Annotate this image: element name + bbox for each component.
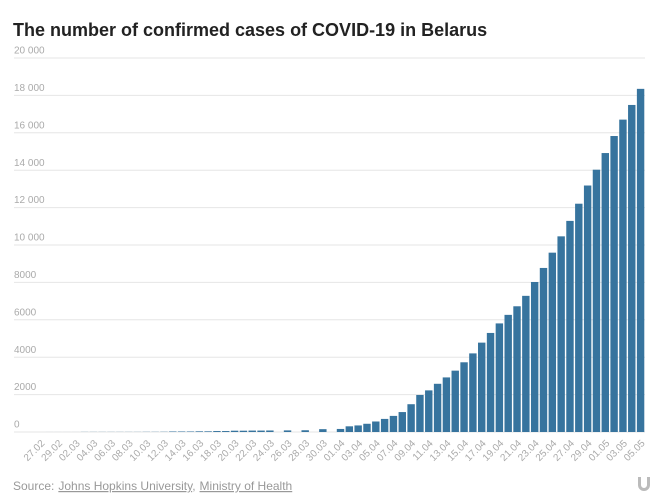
source-link[interactable]: Ministry of Health <box>200 479 293 493</box>
bar <box>486 332 495 432</box>
y-tick-label: 0 <box>14 420 20 431</box>
bar <box>522 295 530 432</box>
bar <box>345 426 354 432</box>
logo <box>638 477 650 491</box>
y-tick-label: 4000 <box>14 345 37 356</box>
bar <box>451 370 459 432</box>
bar <box>266 430 274 432</box>
bar <box>363 423 371 432</box>
y-tick-label: 16 000 <box>14 120 45 131</box>
bar <box>169 431 177 432</box>
bar <box>575 203 583 432</box>
y-tick-label: 18 000 <box>14 83 45 94</box>
bar <box>239 430 248 432</box>
bar <box>539 267 548 432</box>
y-tick-label: 20 000 <box>14 46 45 57</box>
bar <box>230 430 239 432</box>
bar <box>301 430 309 432</box>
source: Source: Johns Hopkins University, Ministry… <box>13 479 292 493</box>
bar <box>530 281 539 432</box>
bar <box>416 394 424 432</box>
bar <box>557 236 565 432</box>
bar <box>548 252 557 432</box>
chart-title: The number of confirmed cases of COVID-1… <box>13 20 487 40</box>
source-label: Source: <box>13 479 54 493</box>
bar <box>425 390 433 432</box>
bar <box>389 415 398 432</box>
bar <box>204 431 212 432</box>
bar <box>380 418 389 432</box>
bar <box>195 431 203 432</box>
bar <box>513 306 521 432</box>
bar <box>407 404 415 432</box>
bar <box>177 431 186 432</box>
source-separator: , <box>192 479 195 493</box>
bar <box>601 153 609 432</box>
bar <box>628 104 636 433</box>
y-tick-label: 14 000 <box>14 158 45 169</box>
y-tick-label: 2000 <box>14 382 37 393</box>
bar <box>636 88 645 432</box>
bar <box>469 353 477 432</box>
bar <box>592 169 601 432</box>
bar <box>495 323 504 432</box>
bar <box>186 431 195 432</box>
y-tick-label: 8000 <box>14 270 37 281</box>
bar <box>442 377 451 432</box>
bar <box>460 362 468 432</box>
y-tick-label: 6000 <box>14 307 37 318</box>
bar <box>222 431 230 432</box>
bar <box>354 425 362 432</box>
bar <box>319 429 327 432</box>
y-tick-label: 12 000 <box>14 195 45 206</box>
bar <box>583 185 592 432</box>
source-link[interactable]: Johns Hopkins University <box>58 479 193 493</box>
bar <box>433 383 442 432</box>
bar <box>619 119 627 432</box>
bar <box>213 431 221 432</box>
bar <box>248 430 256 432</box>
bar <box>336 428 345 432</box>
bar <box>398 412 406 432</box>
x-tick-label: 05.05 <box>622 438 648 464</box>
bar <box>504 314 512 432</box>
bar <box>257 430 265 432</box>
bar <box>610 136 618 432</box>
y-tick-label: 10 000 <box>14 233 45 244</box>
bar <box>566 220 574 432</box>
bar <box>283 430 292 432</box>
bar <box>478 342 486 432</box>
bar <box>372 421 380 432</box>
